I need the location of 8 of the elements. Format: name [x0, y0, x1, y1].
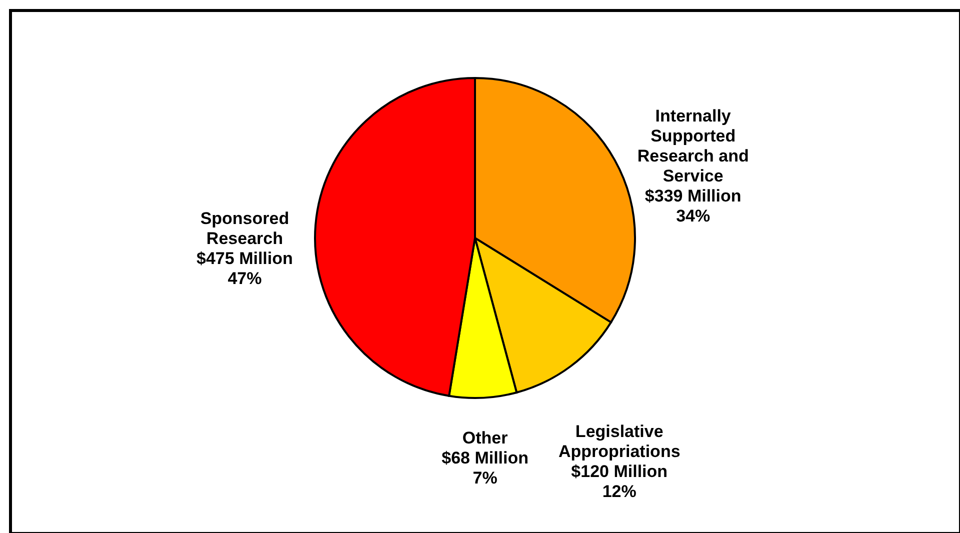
data-label: $120 Million 12% — [571, 462, 668, 502]
slice-label: Other — [462, 428, 508, 448]
data-label: $475 Million 47% — [196, 249, 293, 288]
data-label: $68 Million 7% — [442, 448, 529, 488]
slice-label: Internally Supported Research and Service — [637, 106, 749, 186]
data-label: $339 Million 34% — [644, 186, 742, 226]
slice-label: Legislative Appropriations — [558, 422, 680, 462]
slice-label: Sponsored Research — [200, 209, 290, 248]
